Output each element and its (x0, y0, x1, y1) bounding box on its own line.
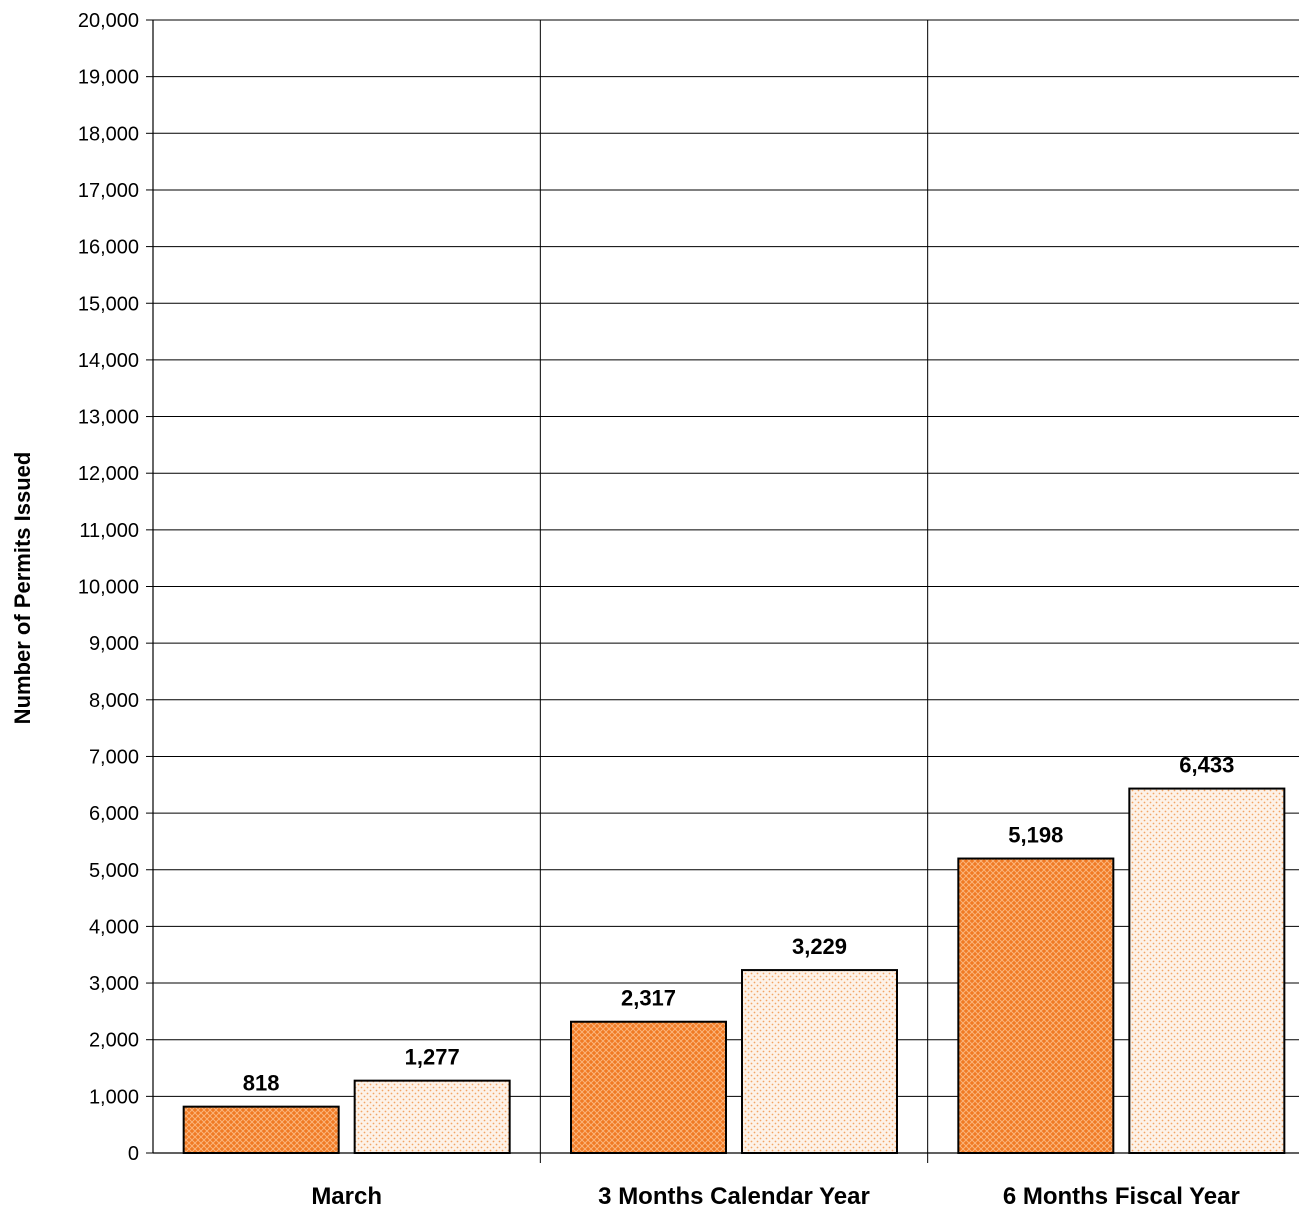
bar (741, 969, 898, 1154)
data-label: 1,277 (405, 1045, 460, 1070)
y-axis-title: Number of Permits Issued (10, 452, 35, 725)
y-tick-label: 19,000 (78, 67, 139, 89)
y-tick-label: 6,000 (89, 803, 139, 825)
y-tick-label: 1,000 (89, 1086, 139, 1108)
data-label: 3,229 (792, 934, 847, 959)
y-tick-label: 11,000 (79, 520, 139, 542)
data-label: 818 (243, 1071, 280, 1096)
bar (957, 857, 1115, 1155)
y-tick-label: 9,000 (89, 633, 139, 655)
data-label: 2,317 (621, 986, 676, 1011)
y-tick-label: 2,000 (89, 1030, 139, 1052)
y-tick-label: 8,000 (89, 690, 139, 712)
bar (570, 1020, 727, 1154)
bar (182, 1105, 340, 1154)
y-tick-label: 14,000 (78, 350, 139, 372)
y-tick-label: 4,000 (89, 916, 139, 938)
y-tick-label: 0 (128, 1143, 139, 1165)
category-label: 6 Months Fiscal Year (1003, 1183, 1240, 1209)
y-tick-label: 3,000 (89, 973, 139, 995)
y-tick-label: 18,000 (78, 123, 139, 145)
bar (353, 1079, 511, 1155)
y-tick-label: 20,000 (78, 10, 139, 32)
gridlines (153, 19, 1299, 1163)
data-label: 5,198 (1008, 823, 1063, 848)
category-label: March (311, 1183, 382, 1209)
y-tick-label: 13,000 (78, 407, 139, 429)
category-label: 3 Months Calendar Year (598, 1183, 870, 1209)
y-tick-label: 17,000 (78, 180, 139, 202)
y-tick-label: 7,000 (89, 746, 139, 768)
bars (182, 787, 1286, 1155)
bar (1128, 787, 1286, 1154)
data-label: 6,433 (1179, 753, 1234, 778)
y-tick-label: 12,000 (78, 463, 139, 485)
labels: 0 1,000 2,000 3,000 4,000 5,000 6,000 7,000 8,00… (78, 10, 1240, 1209)
y-tick-label: 15,000 (78, 293, 139, 315)
y-tick-label: 16,000 (78, 237, 139, 259)
y-tick-label: 5,000 (89, 860, 139, 882)
y-tick-label: 10,000 (78, 577, 139, 599)
